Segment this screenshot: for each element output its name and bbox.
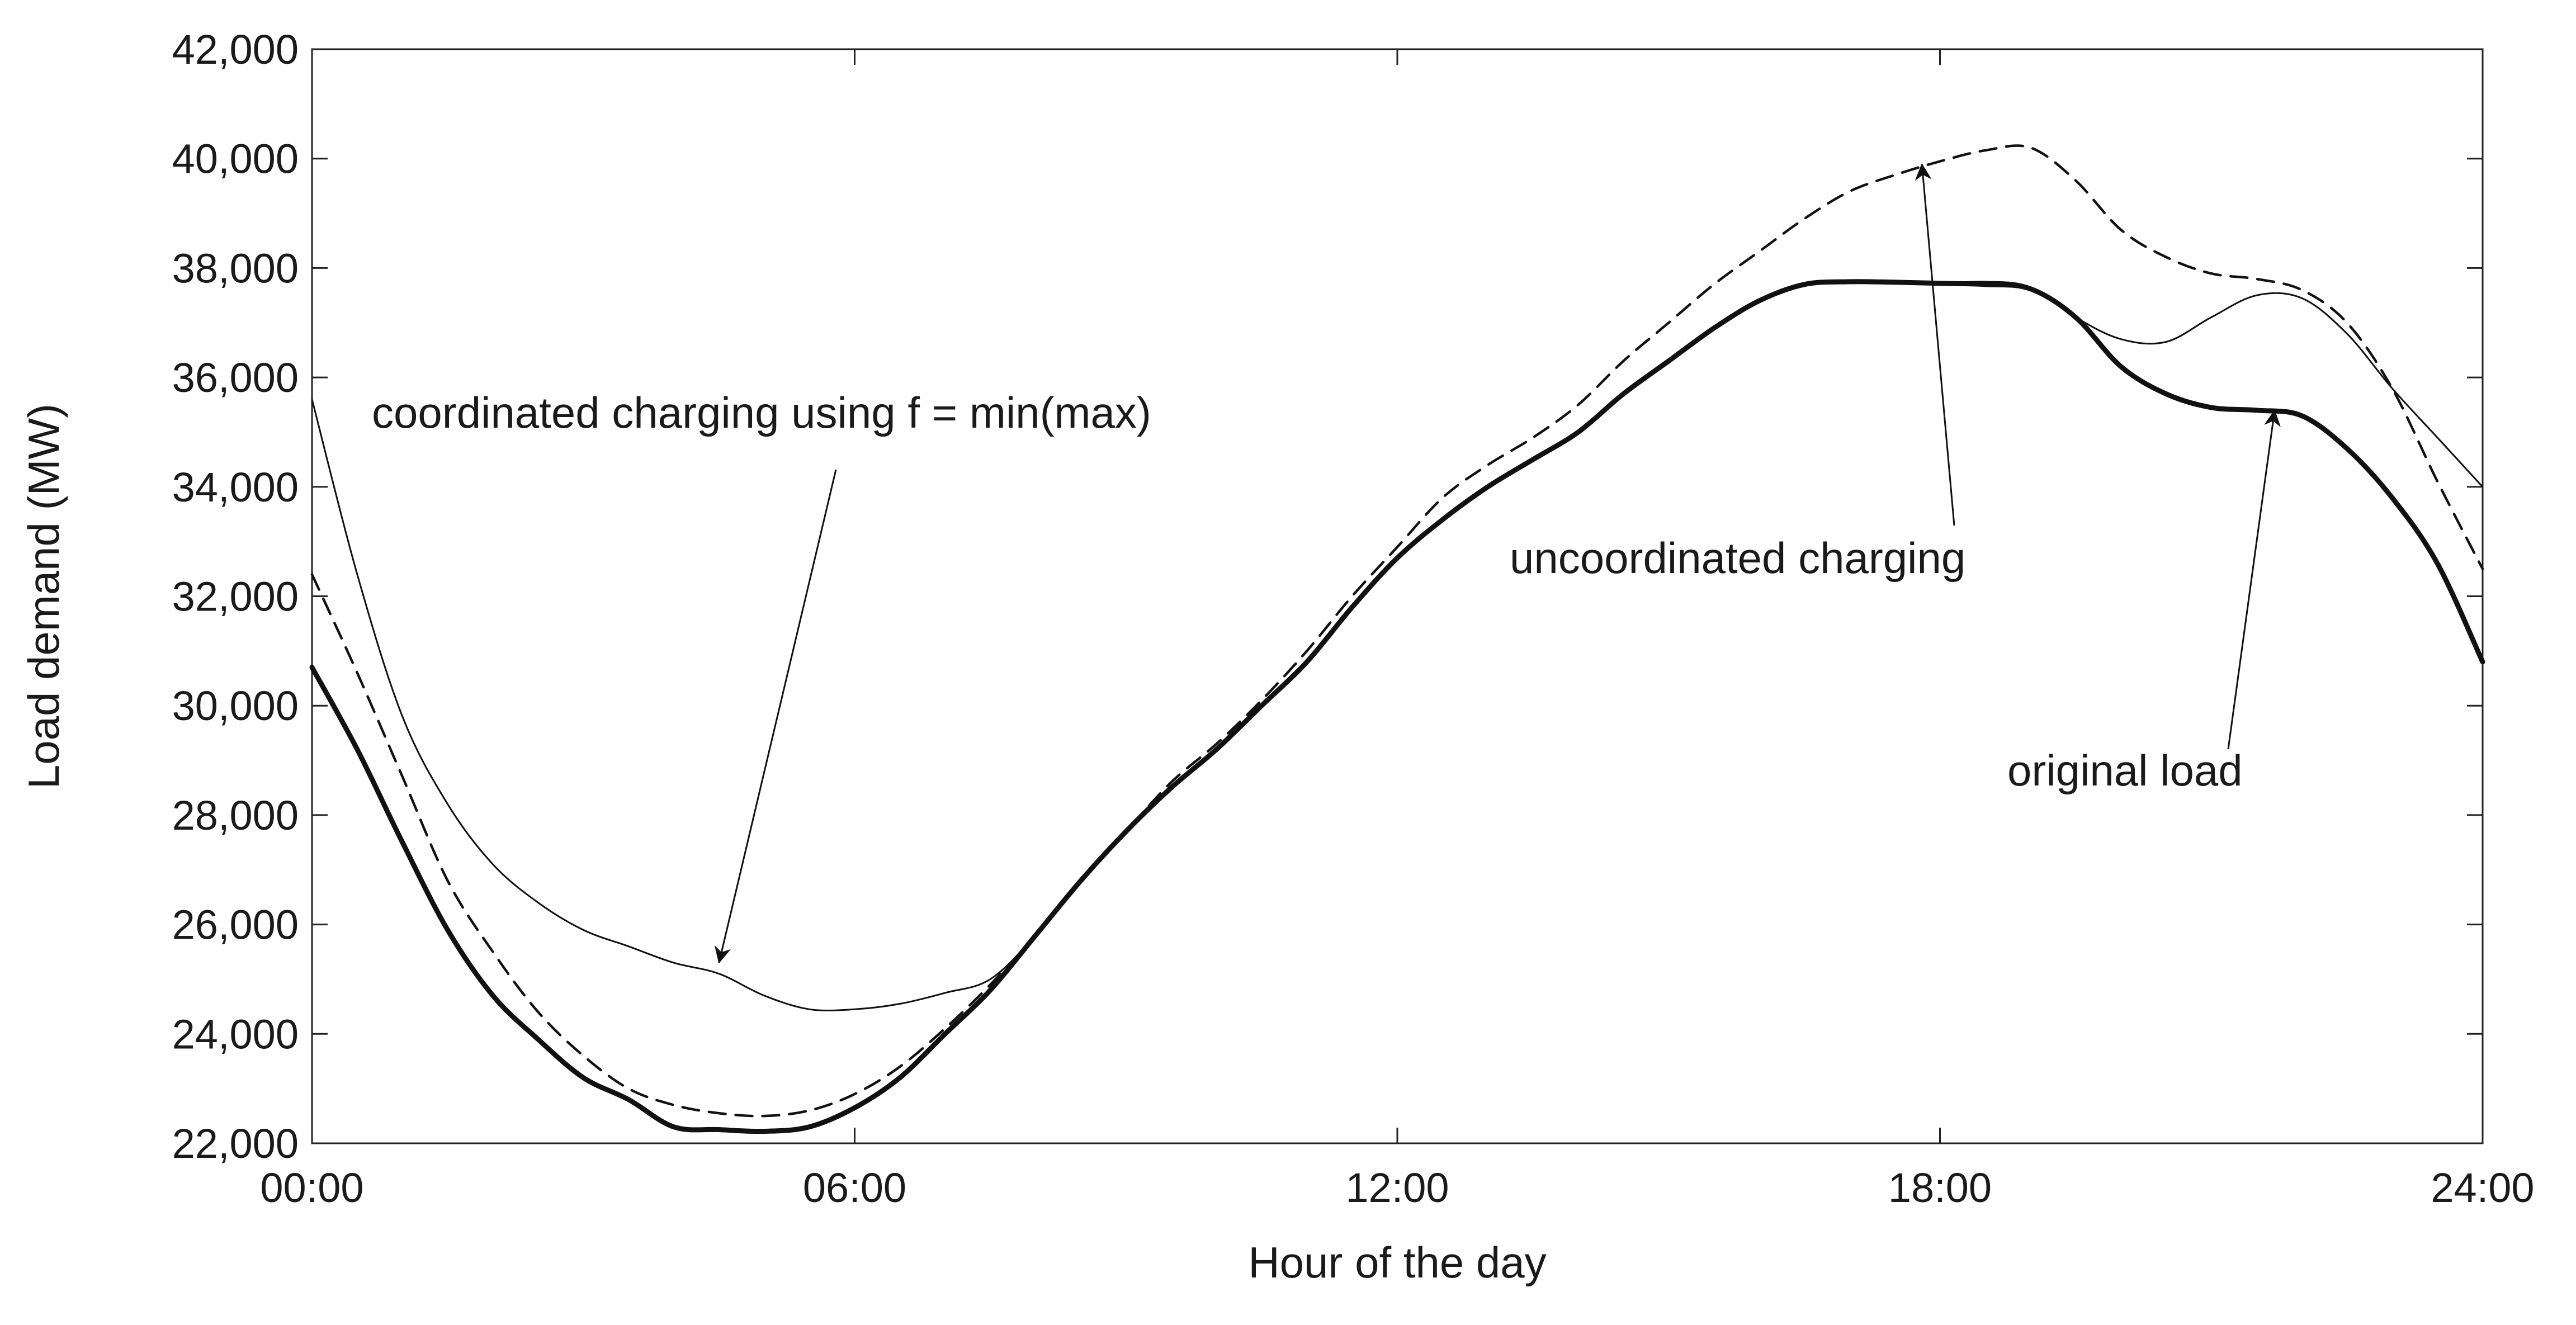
annotation-original-arrow — [2227, 409, 2281, 750]
series-original-load — [309, 279, 2485, 1134]
x-axis-title: Hour of the day — [1248, 1238, 1546, 1287]
y-tick-label: 34,000 — [172, 464, 299, 510]
x-tick-label: 24:00 — [2431, 1165, 2534, 1211]
x-tick-label: 12:00 — [1345, 1165, 1449, 1211]
series-uncoordinated-charging — [310, 144, 2484, 1118]
x-tick-label: 06:00 — [803, 1165, 906, 1211]
y-tick-label: 26,000 — [172, 902, 299, 948]
y-tick-label: 40,000 — [172, 136, 299, 182]
y-tick-label: 24,000 — [172, 1011, 299, 1057]
annotation-original-label: original load — [2007, 746, 2243, 795]
annotation-coordinated-arrow — [714, 469, 837, 964]
y-tick-label: 30,000 — [172, 683, 299, 729]
y-tick-label: 32,000 — [172, 574, 299, 620]
y-tick-label: 22,000 — [172, 1120, 299, 1167]
annotation-coordinated-label: coordinated charging using f = min(max) — [372, 388, 1151, 437]
annotation-uncoordinated-label: uncoordinated charging — [1510, 533, 1965, 583]
annotation-uncoordinated-arrow — [1915, 163, 1955, 526]
plot-frame — [311, 48, 2484, 1144]
y-tick-label: 28,000 — [172, 792, 299, 839]
y-axis-title: Load demand (MW) — [19, 404, 68, 789]
y-tick-label: 42,000 — [172, 26, 299, 73]
x-tick-label: 00:00 — [260, 1165, 363, 1211]
y-tick-label: 36,000 — [172, 354, 299, 401]
x-tick-label: 18:00 — [1888, 1165, 1992, 1211]
y-tick-label: 38,000 — [172, 245, 299, 291]
